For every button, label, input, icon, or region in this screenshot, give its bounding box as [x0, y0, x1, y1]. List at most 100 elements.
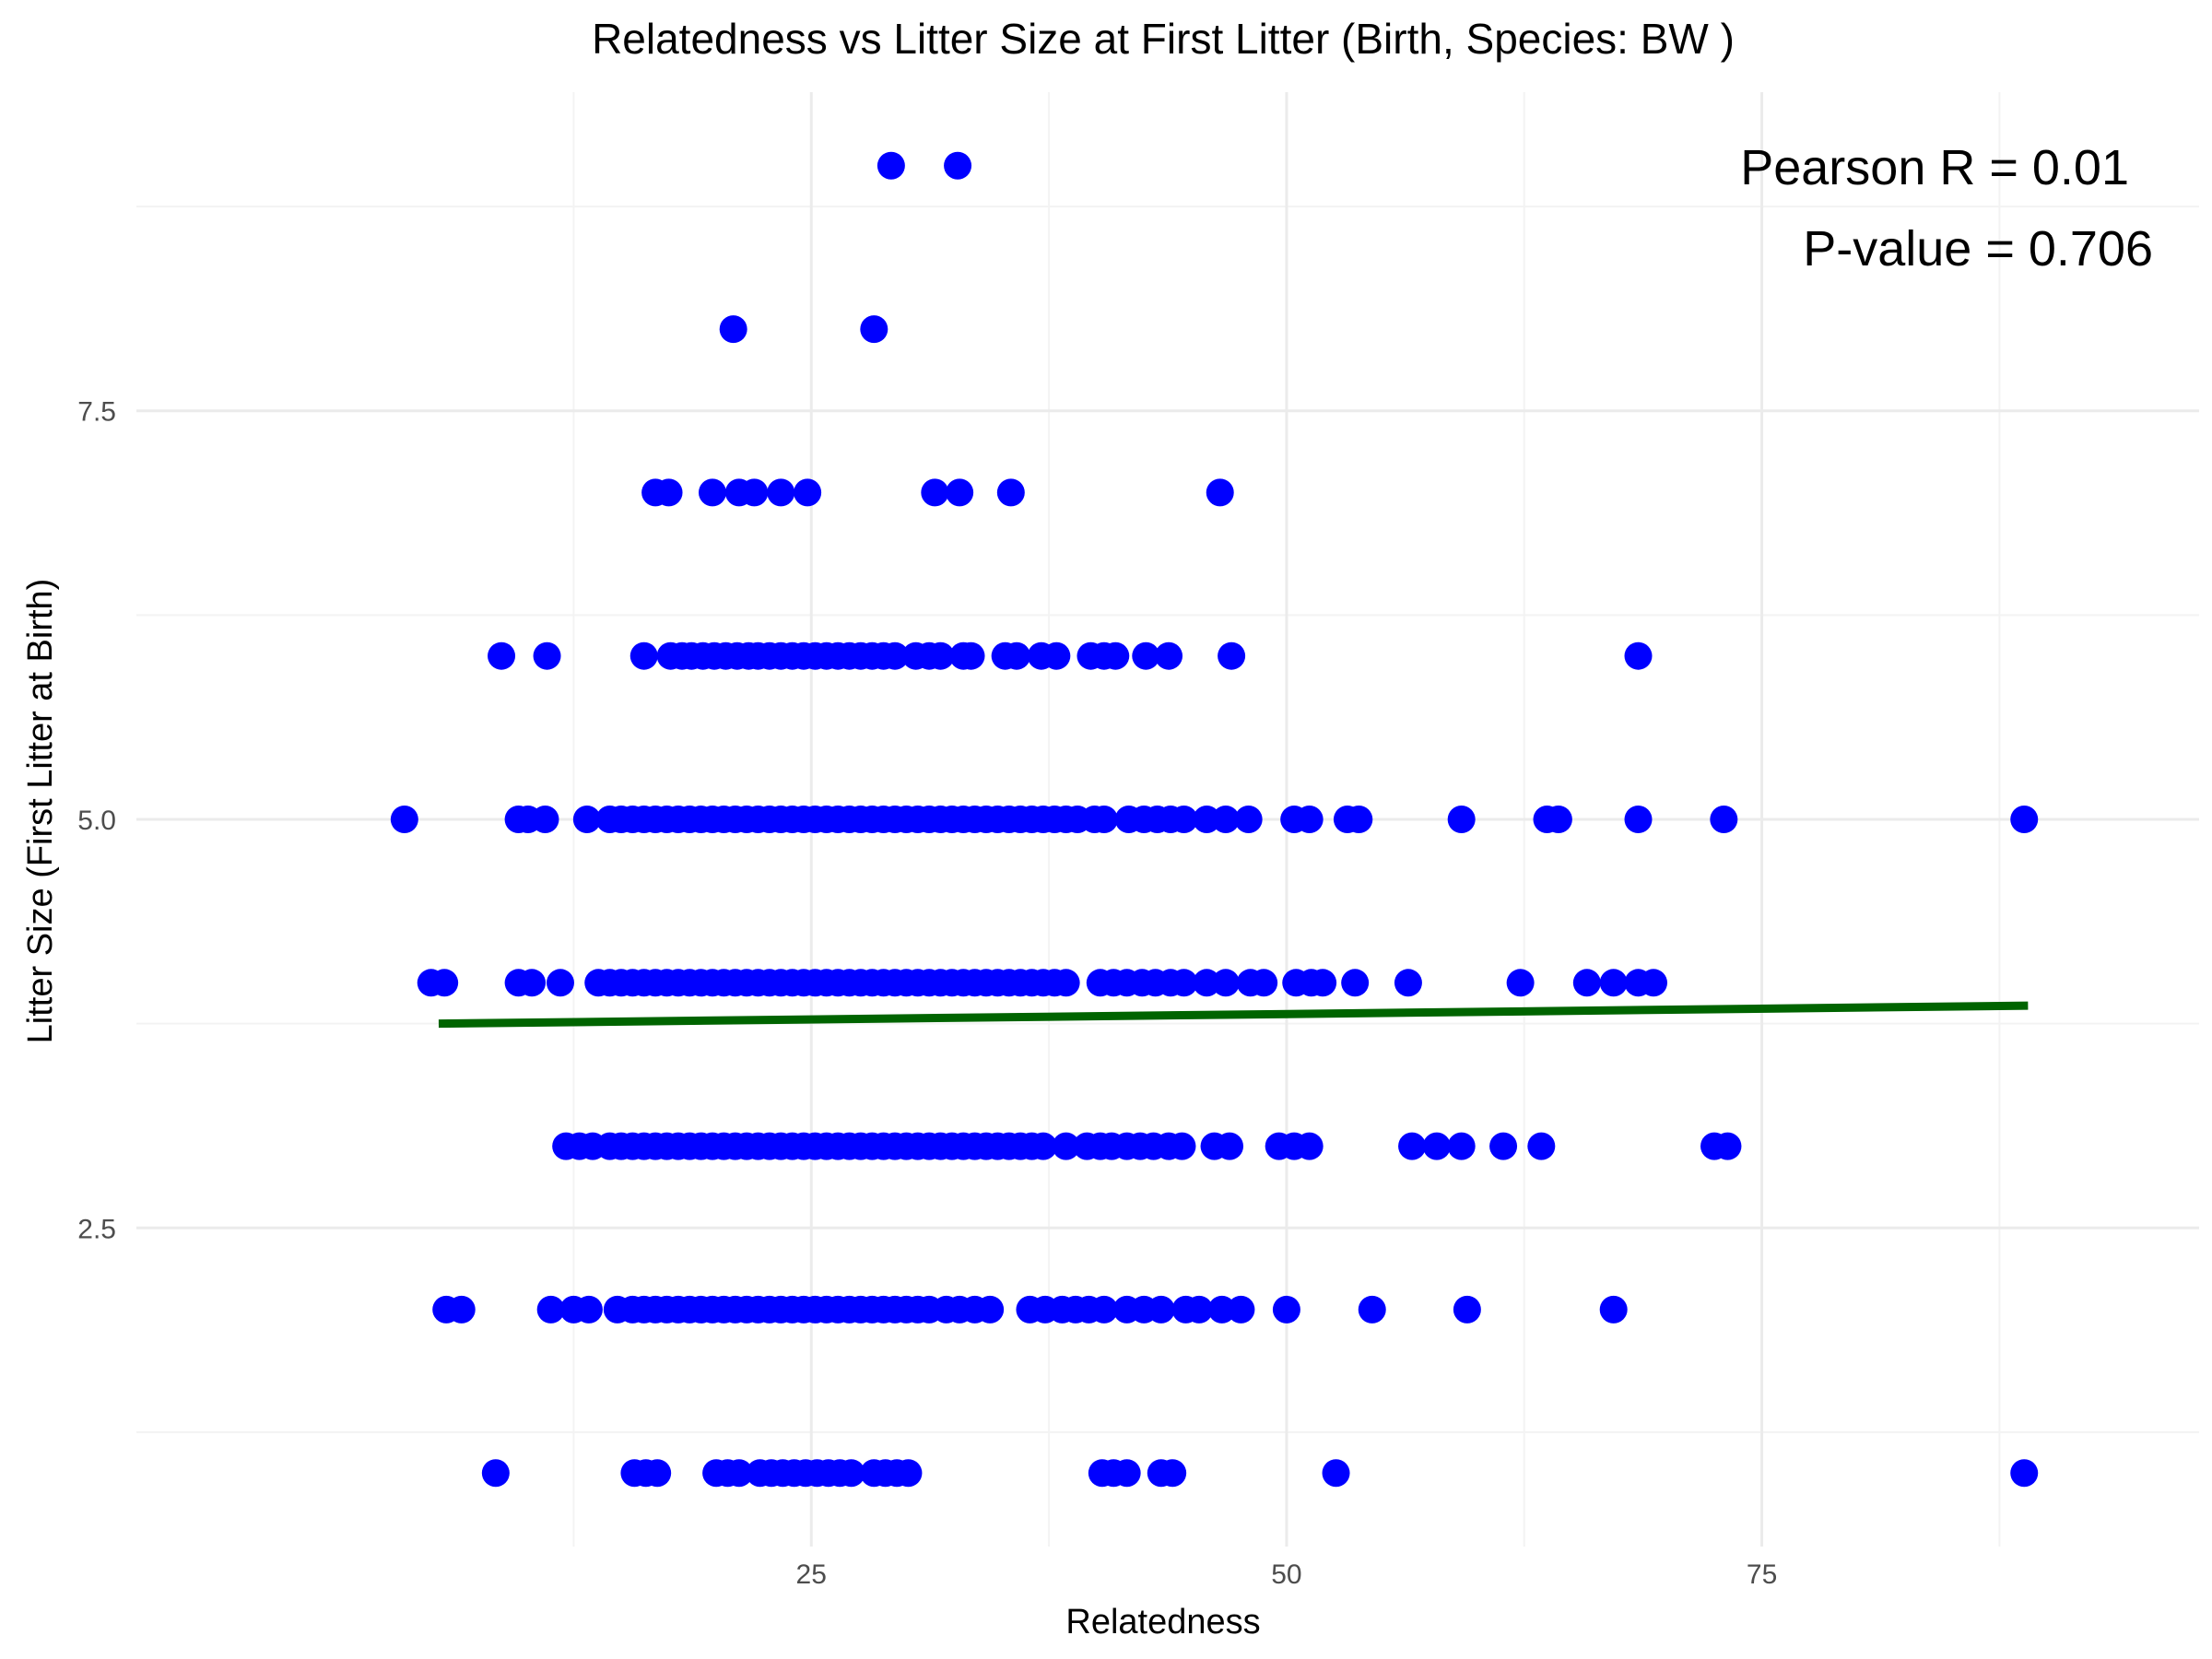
data-point — [996, 478, 1025, 507]
y-axis-tick-labels: 2.5 5.0 7.5 — [77, 397, 116, 1245]
data-point — [1710, 806, 1738, 833]
y-axis-label: Litter Size (First Litter at Birth) — [21, 579, 60, 1044]
data-point — [447, 1295, 476, 1324]
trend-line — [438, 1001, 2029, 1029]
data-point — [1295, 1132, 1324, 1160]
data-point — [1218, 641, 1246, 670]
trend-line-group — [438, 1001, 2029, 1029]
data-points — [390, 151, 2039, 1488]
data-point — [531, 806, 559, 833]
data-point — [1234, 806, 1263, 833]
data-point — [546, 969, 574, 997]
data-point — [1624, 806, 1653, 833]
data-point — [1322, 1459, 1350, 1488]
y-tick-label: 2.5 — [77, 1214, 116, 1244]
data-point — [1544, 806, 1572, 833]
data-point — [1624, 641, 1653, 670]
x-tick-label: 25 — [796, 1559, 827, 1590]
data-point — [724, 1459, 753, 1488]
data-point — [574, 1295, 603, 1324]
data-point — [518, 969, 547, 997]
data-point — [1029, 1132, 1057, 1160]
data-point — [794, 478, 822, 507]
y-tick-label: 7.5 — [77, 397, 116, 428]
data-point — [1216, 1132, 1244, 1160]
data-point — [572, 806, 601, 833]
data-point — [1422, 1132, 1451, 1160]
data-point — [894, 1459, 923, 1488]
data-point — [926, 641, 955, 670]
data-point — [1052, 1132, 1080, 1160]
x-axis-label: Relatedness — [1065, 1603, 1260, 1641]
data-point — [1147, 1295, 1175, 1324]
data-point — [957, 641, 985, 670]
data-point — [1341, 969, 1370, 997]
data-point — [1527, 1132, 1556, 1160]
data-point — [1101, 641, 1130, 670]
p-value-annotation: P-value = 0.706 — [1803, 221, 2153, 276]
data-point — [1089, 806, 1118, 833]
data-point — [1211, 969, 1240, 997]
x-tick-label: 50 — [1271, 1559, 1301, 1590]
data-point — [1309, 969, 1337, 997]
data-point — [536, 1295, 565, 1324]
data-point — [1193, 806, 1221, 833]
data-point — [2010, 806, 2039, 833]
data-point — [1042, 641, 1071, 670]
data-point — [1713, 1132, 1742, 1160]
data-point — [390, 806, 418, 833]
data-point — [1489, 1132, 1518, 1160]
data-point — [1394, 969, 1422, 997]
x-tick-label: 75 — [1747, 1559, 1777, 1590]
data-point — [1206, 478, 1234, 507]
data-point — [767, 478, 795, 507]
data-point — [481, 1459, 510, 1488]
data-point — [1572, 969, 1601, 997]
data-point — [1447, 1132, 1476, 1160]
data-point — [430, 969, 459, 997]
data-point — [740, 478, 769, 507]
data-point — [1272, 1295, 1300, 1324]
data-point — [643, 1459, 672, 1488]
data-point — [837, 1459, 865, 1488]
data-point — [1089, 1295, 1118, 1324]
data-point — [1052, 969, 1080, 997]
data-point — [654, 478, 683, 507]
data-point — [1170, 806, 1198, 833]
data-point — [1132, 641, 1160, 670]
data-point — [1599, 1295, 1628, 1324]
data-point — [1155, 641, 1183, 670]
data-point — [1640, 969, 1668, 997]
data-point — [944, 151, 972, 180]
data-point — [921, 478, 949, 507]
x-axis-tick-labels: 25 50 75 — [796, 1559, 1778, 1590]
data-point — [1170, 969, 1198, 997]
data-point — [1185, 1295, 1214, 1324]
data-point — [1227, 1295, 1255, 1324]
data-point — [1398, 1132, 1427, 1160]
data-point — [877, 151, 905, 180]
data-point — [1506, 969, 1535, 997]
data-point — [1295, 806, 1324, 833]
data-point — [1207, 1295, 1236, 1324]
data-point — [1447, 806, 1476, 833]
data-point — [1159, 1459, 1187, 1488]
data-point — [1250, 969, 1278, 997]
data-point — [1211, 806, 1240, 833]
data-point — [488, 641, 516, 670]
data-point — [1599, 969, 1628, 997]
data-point — [976, 1295, 1005, 1324]
data-point — [533, 641, 561, 670]
data-point — [1345, 806, 1373, 833]
data-point — [860, 315, 888, 344]
data-point — [1003, 641, 1031, 670]
data-point — [1358, 1295, 1386, 1324]
data-point — [2010, 1459, 2039, 1488]
data-point — [719, 315, 747, 344]
data-point — [698, 478, 726, 507]
chart-title: Relatedness vs Litter Size at First Litt… — [592, 15, 1735, 63]
data-point — [629, 641, 658, 670]
data-point — [1168, 1132, 1196, 1160]
data-point — [1193, 969, 1221, 997]
